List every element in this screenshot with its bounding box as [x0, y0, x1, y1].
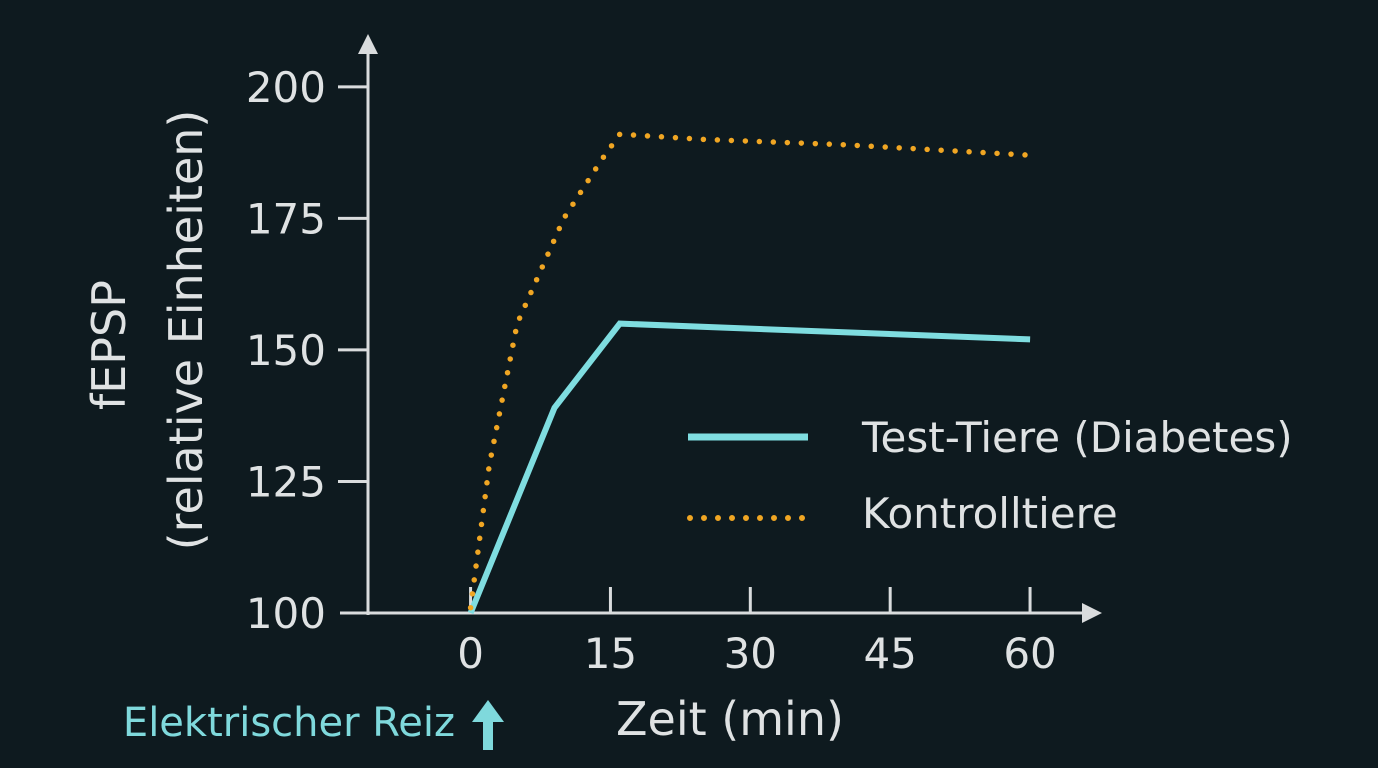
up-arrow-shaft — [483, 720, 493, 750]
legend: Test-Tiere (Diabetes) Kontrolltiere — [687, 413, 1293, 538]
up-arrow-head — [472, 700, 504, 722]
x-ticks: 0 15 30 45 60 — [457, 587, 1057, 678]
y-tick-label-175: 175 — [246, 194, 326, 243]
y-axis-title-line2: (relative Einheiten) — [159, 110, 213, 551]
up-arrow-icon — [472, 700, 504, 750]
stimulus-annotation: Elektrischer Reiz — [123, 700, 504, 750]
x-axis-title: Zeit (min) — [616, 692, 844, 746]
y-axis-arrow — [358, 34, 378, 54]
legend-label-test-tiere: Test-Tiere (Diabetes) — [861, 413, 1293, 462]
x-tick-label-30: 30 — [724, 629, 777, 678]
x-tick-label-0: 0 — [457, 629, 484, 678]
y-tick-label-125: 125 — [246, 457, 326, 506]
y-tick-label-150: 150 — [246, 326, 326, 375]
series-line-test-tiere — [467, 320, 1031, 615]
y-axis-title: fEPSP (relative Einheiten) — [82, 110, 213, 551]
stimulus-label: Elektrischer Reiz — [123, 700, 455, 746]
x-tick-label-60: 60 — [1003, 629, 1056, 678]
legend-label-kontrolltiere: Kontrolltiere — [862, 489, 1118, 538]
y-tick-label-200: 200 — [246, 63, 326, 112]
x-axis-arrow — [1082, 603, 1102, 623]
series-layer — [467, 131, 1033, 615]
x-tick-label-45: 45 — [863, 629, 916, 678]
y-axis-title-line1: fEPSP — [82, 280, 136, 410]
y-tick-label-100: 100 — [246, 589, 326, 638]
x-tick-label-15: 15 — [584, 629, 637, 678]
y-ticks: 100 125 150 175 200 — [246, 63, 368, 638]
